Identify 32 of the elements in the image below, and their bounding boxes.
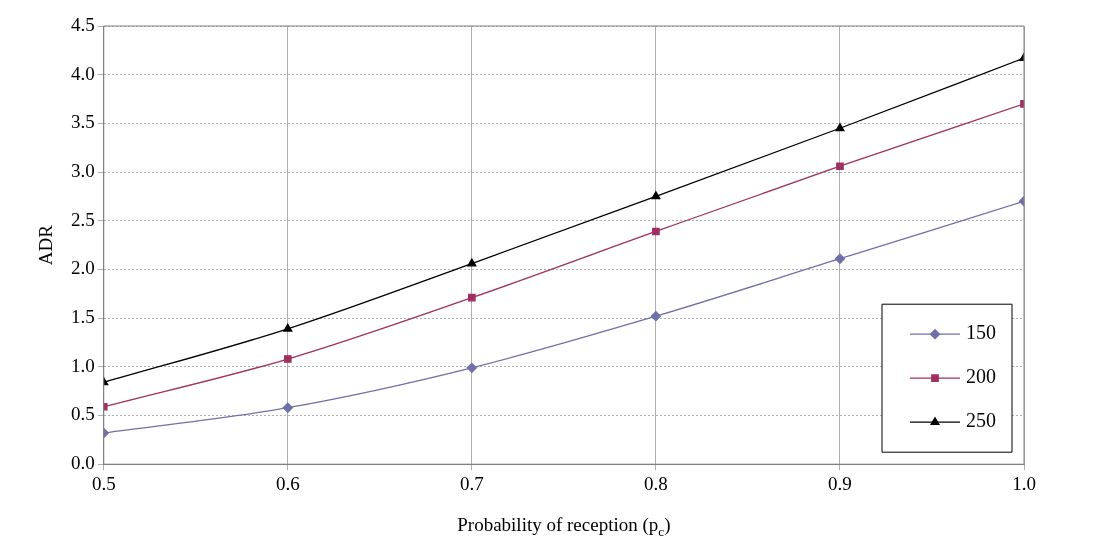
- y-axis-title: ADR: [35, 224, 56, 266]
- point: [651, 191, 661, 200]
- point: [652, 227, 660, 236]
- x-tick-label: 0.5: [91, 472, 116, 494]
- point: [836, 162, 844, 171]
- y-tick-label: 3.0: [71, 160, 95, 182]
- point: [467, 258, 477, 267]
- point: [650, 311, 662, 322]
- y-tick-label: 2.0: [71, 257, 95, 279]
- point: [282, 402, 293, 413]
- point: [283, 355, 292, 363]
- legend-label: 200: [966, 365, 996, 388]
- point: [466, 362, 477, 373]
- y-tick-label: 3.5: [71, 111, 95, 133]
- y-tick-label: 1.5: [71, 306, 95, 328]
- y-tick-label: 2.5: [71, 208, 95, 230]
- point: [834, 253, 846, 264]
- x-tick-label: 0.9: [828, 472, 852, 494]
- y-tick-label: 0.5: [71, 403, 95, 425]
- x-tick-label: 0.6: [275, 472, 300, 494]
- point: [835, 123, 845, 132]
- legend-label: 250: [966, 409, 996, 432]
- y-tick-label: 1.0: [71, 354, 95, 376]
- legend-label: 150: [966, 321, 996, 344]
- point: [283, 323, 293, 332]
- x-tick-label: 1.0: [1012, 472, 1036, 494]
- point: [468, 293, 476, 302]
- y-tick-label: 4.5: [71, 13, 95, 35]
- y-tick-label: 0.0: [71, 452, 95, 474]
- y-tick-label: 4.0: [71, 62, 95, 84]
- x-tick-label: 0.8: [644, 472, 668, 494]
- x-tick-label: 0.7: [459, 472, 484, 494]
